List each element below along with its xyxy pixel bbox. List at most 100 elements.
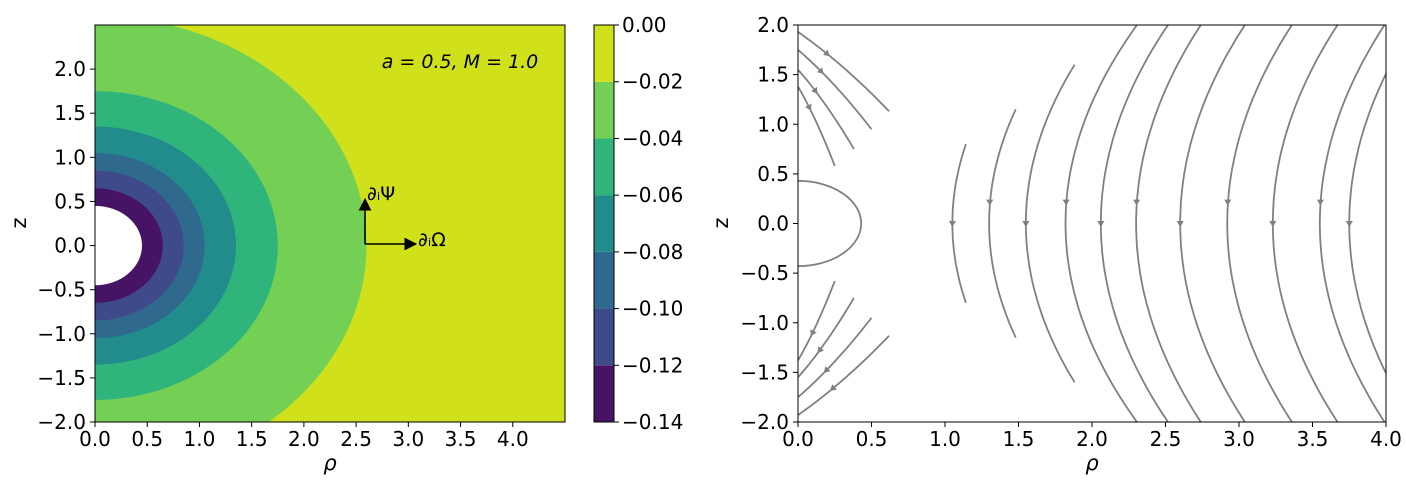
x-tick-label: 0.5	[856, 427, 888, 451]
right-x-ticks: 0.0 0.5 1.0 1.5 2.0 2.5 3.0 3.5 4.0	[782, 422, 1402, 451]
right-y-ticks: −2.0 −1.5 −1.0 −0.5 0.0 0.5 1.0 1.5 2.0	[740, 13, 798, 434]
colorbar-band	[594, 308, 614, 366]
streamline-arrow	[823, 366, 831, 374]
colorbar-tick-label: −0.10	[622, 297, 683, 321]
y-tick-label: 1.5	[54, 101, 86, 125]
colorbar: 0.00 −0.02 −0.04 −0.06 −0.08 −0.10 −0.12 −0.14	[593, 13, 683, 434]
x-tick-label: 1.0	[929, 427, 961, 451]
streamline-arrow	[1316, 199, 1324, 206]
streamline-arrow	[817, 346, 825, 354]
streamline-arrow	[816, 67, 824, 74]
x-tick-label: 3.5	[1297, 427, 1329, 451]
streamline-arrow	[986, 199, 994, 206]
colorbar-frame	[593, 24, 615, 423]
streamline-arrow	[1176, 221, 1184, 228]
x-tick-label: 3.0	[392, 427, 424, 451]
streamline	[1099, 25, 1169, 422]
contour-plot: 0.0 0.5 1.0 1.5 2.0 2.5 3.0 3.5 4.0 −2.0 −1.5 −1.0…	[7, 24, 566, 475]
x-tick-label: 0.0	[79, 427, 111, 451]
streamline-arrow	[1133, 199, 1141, 206]
streamline-arrow	[1224, 199, 1232, 206]
y-tick-label: 2.0	[757, 13, 789, 37]
streamline-arrow	[829, 384, 837, 391]
corner-streamline	[798, 280, 836, 361]
x-tick-label: 2.0	[1076, 427, 1108, 451]
corner-streamline	[798, 317, 873, 398]
streamline-arrow	[805, 103, 812, 111]
streamline	[1348, 71, 1386, 376]
y-tick-label: −0.5	[740, 261, 789, 285]
streamline	[1135, 25, 1202, 422]
excised-region	[95, 205, 142, 286]
x-tick-label: 2.5	[340, 427, 372, 451]
streamline	[1064, 25, 1138, 422]
horizon-contour	[798, 179, 863, 268]
y-tick-label: −1.0	[37, 322, 86, 346]
y-tick-label: 1.0	[54, 145, 86, 169]
x-tick-label: 4.0	[497, 427, 529, 451]
streamline-arrow	[1062, 199, 1070, 206]
left-axes-frame	[94, 24, 566, 423]
streamline-arrow	[1097, 221, 1105, 228]
streamline-arrow	[1345, 221, 1353, 228]
colorbar-band	[594, 365, 614, 422]
streamline-arrow	[811, 86, 818, 94]
colorbar-tick-label: −0.04	[622, 126, 683, 150]
colorbar-tick-label: −0.08	[622, 240, 683, 264]
streamline-arrow	[822, 49, 830, 57]
streamline	[1024, 64, 1076, 383]
colorbar-bands	[594, 25, 614, 422]
psi-gradient-label: ∂ᵢΨ	[367, 183, 395, 205]
streamlines	[798, 25, 1386, 422]
streamline	[1226, 25, 1293, 422]
y-tick-label: 2.0	[54, 57, 86, 81]
streamline	[1318, 25, 1386, 422]
y-tick-label: 1.5	[757, 63, 789, 87]
corner-streamline	[798, 86, 836, 167]
y-tick-label: −1.0	[740, 311, 789, 335]
corner-streamline	[798, 297, 855, 378]
x-tick-label: 3.0	[1223, 427, 1255, 451]
streamline-plot: 0.0 0.5 1.0 1.5 2.0 2.5 3.0 3.5 4.0 −2.0 −1.5 −1.0…	[709, 13, 1402, 475]
x-tick-label: 4.0	[1370, 427, 1402, 451]
colorbar-band	[594, 138, 614, 196]
y-tick-label: −2.0	[37, 410, 86, 434]
left-y-ticks: −2.0 −1.5 −1.0 −0.5 0.0 0.5 1.0 1.5 2.0	[37, 57, 95, 434]
y-tick-label: −1.5	[37, 366, 86, 390]
corner-streamline	[798, 49, 873, 130]
y-tick-label: 1.0	[757, 112, 789, 136]
x-tick-label: 2.5	[1150, 427, 1182, 451]
streamline-arrow	[1269, 221, 1277, 228]
x-tick-label: 3.5	[445, 427, 477, 451]
omega-gradient-label: ∂ᵢΩ	[418, 229, 446, 251]
y-tick-label: 0.5	[54, 189, 86, 213]
left-y-axis-label: z	[7, 217, 31, 228]
streamline-arrow	[810, 329, 817, 337]
colorbar-band	[594, 195, 614, 252]
corner-streamline	[798, 69, 855, 150]
contour-fill-regions	[95, 25, 565, 422]
x-tick-label: 1.5	[1003, 427, 1035, 451]
streamline-arrow	[948, 221, 956, 228]
streamline	[988, 109, 1017, 338]
x-tick-label: 1.5	[236, 427, 268, 451]
y-tick-label: 0.5	[757, 162, 789, 186]
colorbar-tick-label: −0.14	[622, 410, 683, 434]
colorbar-ticks: 0.00 −0.02 −0.04 −0.06 −0.08 −0.10 −0.12 −0.14	[614, 13, 683, 434]
streamline-arrow	[1022, 221, 1030, 228]
streamline	[1179, 25, 1246, 422]
right-x-axis-label: ρ	[1085, 451, 1099, 475]
right-axes-frame	[797, 24, 1387, 423]
corner-streamline	[798, 335, 890, 416]
y-tick-label: −1.5	[740, 360, 789, 384]
x-tick-label: 1.0	[184, 427, 216, 451]
corner-streamline	[798, 31, 890, 112]
y-tick-label: −2.0	[740, 410, 789, 434]
colorbar-band	[594, 81, 614, 139]
x-tick-label: 0.0	[782, 427, 814, 451]
colorbar-band	[594, 25, 614, 82]
right-y-axis-label: z	[709, 217, 733, 228]
colorbar-tick-label: −0.06	[622, 183, 683, 207]
y-tick-label: 0.0	[757, 212, 789, 236]
